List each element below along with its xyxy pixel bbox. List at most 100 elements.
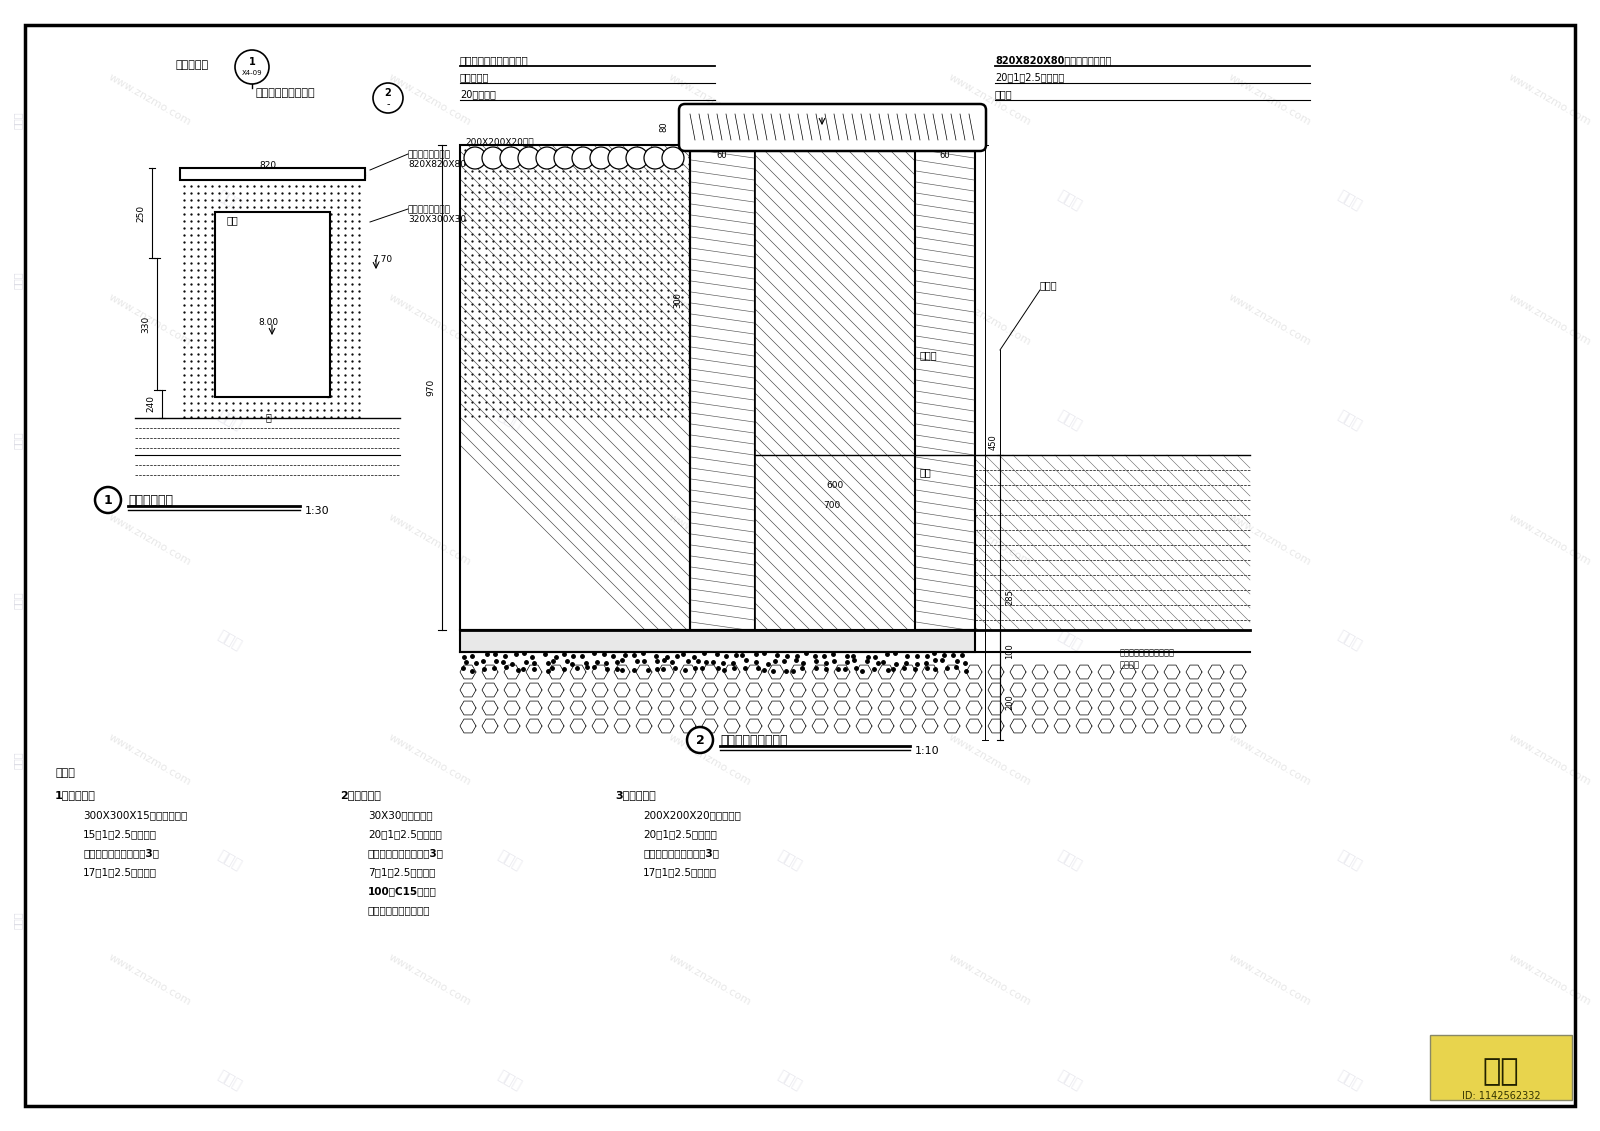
Text: 200X200X20麻石: 200X200X20麻石 [466, 137, 534, 146]
Circle shape [662, 147, 685, 169]
Text: 花池剖面图: 花池剖面图 [174, 60, 208, 70]
Text: 8.00: 8.00 [258, 318, 278, 327]
Text: 2、做法三：: 2、做法三： [339, 789, 381, 800]
Text: www.znzmo.com: www.znzmo.com [1507, 732, 1594, 787]
Text: 说明：: 说明： [54, 768, 75, 778]
Text: 20厚排水板: 20厚排水板 [461, 89, 496, 100]
Text: 知末网: 知末网 [776, 628, 805, 653]
Text: www.znzmo.com: www.znzmo.com [1227, 952, 1314, 1008]
Bar [461, 630, 974, 651]
Text: 知末网: 知末网 [216, 188, 245, 213]
Circle shape [686, 727, 714, 753]
Text: 20厚1：2.5水泥砂浆: 20厚1：2.5水泥砂浆 [368, 829, 442, 839]
Text: 绿化: 绿化 [226, 215, 238, 225]
Circle shape [643, 147, 666, 169]
Text: 300: 300 [674, 292, 682, 308]
Text: 240: 240 [146, 396, 155, 413]
Circle shape [554, 147, 576, 169]
Text: 20厚1：2.5水泥砂浆: 20厚1：2.5水泥砂浆 [643, 829, 717, 839]
Text: www.znzmo.com: www.znzmo.com [947, 732, 1034, 787]
Text: www.znzmo.com: www.znzmo.com [667, 952, 754, 1008]
Text: 知末网: 知末网 [776, 847, 805, 872]
Text: 知末网: 知末网 [776, 188, 805, 213]
Text: 80: 80 [659, 122, 669, 132]
Circle shape [94, 487, 122, 513]
Text: www.znzmo.com: www.znzmo.com [387, 512, 474, 568]
Text: 970: 970 [426, 379, 435, 396]
Text: 结构板面: 结构板面 [1120, 661, 1139, 670]
Text: 20厚1：2.5水泥砂浆: 20厚1：2.5水泥砂浆 [995, 72, 1064, 83]
Text: www.znzmo.com: www.znzmo.com [947, 292, 1034, 347]
Text: 知末网: 知末网 [13, 912, 22, 929]
Text: 做法三: 做法三 [1040, 280, 1058, 290]
Circle shape [573, 147, 594, 169]
Text: www.znzmo.com: www.znzmo.com [107, 732, 194, 787]
Text: X4-09: X4-09 [242, 70, 262, 76]
Text: 320X300X30: 320X300X30 [408, 215, 466, 224]
Text: 知末网: 知末网 [1056, 1068, 1085, 1093]
Text: 喷水天鹅基座剖面图: 喷水天鹅基座剖面图 [720, 734, 787, 746]
Text: 330: 330 [141, 316, 150, 333]
Circle shape [518, 147, 541, 169]
Text: 知末网: 知末网 [1336, 188, 1365, 213]
Text: 820X820X80: 820X820X80 [408, 159, 466, 169]
Text: www.znzmo.com: www.znzmo.com [667, 72, 754, 128]
Text: 做法四: 做法四 [920, 349, 938, 360]
Text: www.znzmo.com: www.znzmo.com [1227, 292, 1314, 347]
Text: 知末网: 知末网 [776, 407, 805, 432]
Text: 知末网: 知末网 [216, 1068, 245, 1093]
Text: 17厚1：2.5水泥砂浆: 17厚1：2.5水泥砂浆 [643, 867, 717, 877]
Text: www.znzmo.com: www.znzmo.com [1507, 952, 1594, 1008]
Text: -: - [386, 100, 390, 109]
Text: 知末网: 知末网 [13, 751, 22, 769]
Text: www.znzmo.com: www.znzmo.com [1507, 512, 1594, 568]
Text: 60: 60 [939, 152, 950, 159]
Text: 1:30: 1:30 [306, 506, 330, 516]
Text: 砖砌体: 砖砌体 [995, 89, 1013, 100]
Circle shape [536, 147, 558, 169]
Text: 喷水天鹅基座剖面图: 喷水天鹅基座剖面图 [254, 88, 315, 98]
Text: 250: 250 [136, 205, 146, 222]
Text: 15厚1：2.5水泥砂浆: 15厚1：2.5水泥砂浆 [83, 829, 157, 839]
Text: 花灌木层详景绿化种植图: 花灌木层详景绿化种植图 [461, 55, 528, 64]
Text: 知末网: 知末网 [216, 628, 245, 653]
Text: www.znzmo.com: www.znzmo.com [107, 952, 194, 1008]
Text: 200: 200 [1005, 694, 1014, 710]
Text: 60: 60 [717, 152, 728, 159]
Text: 知末网: 知末网 [13, 431, 22, 449]
Text: 知末网: 知末网 [1056, 847, 1085, 872]
Text: 1: 1 [104, 493, 112, 507]
Text: 2: 2 [696, 734, 704, 746]
Text: 450: 450 [989, 434, 998, 450]
Text: 3、做法四：: 3、做法四： [614, 789, 656, 800]
Text: 1、做法一：: 1、做法一： [54, 789, 96, 800]
Text: www.znzmo.com: www.znzmo.com [667, 512, 754, 568]
Text: 聚氨脂防水涂料刷两遍3厚: 聚氨脂防水涂料刷两遍3厚 [83, 848, 158, 858]
Text: 600: 600 [826, 481, 843, 490]
Text: 知末网: 知末网 [1336, 1068, 1365, 1093]
Circle shape [482, 147, 504, 169]
Bar [461, 145, 690, 630]
Text: 黄绣石基枝面压顶: 黄绣石基枝面压顶 [408, 150, 451, 159]
Text: 轻质种植土: 轻质种植土 [461, 72, 490, 83]
Circle shape [464, 147, 486, 169]
Text: www.znzmo.com: www.znzmo.com [1227, 72, 1314, 128]
Bar [461, 145, 690, 630]
Bar [755, 145, 915, 630]
Text: www.znzmo.com: www.znzmo.com [1227, 732, 1314, 787]
Circle shape [608, 147, 630, 169]
Text: 知末网: 知末网 [776, 1068, 805, 1093]
Text: 知末网: 知末网 [1056, 188, 1085, 213]
Text: 黄绣石基枝面压顶: 黄绣石基枝面压顶 [408, 205, 451, 214]
Text: 知末网: 知末网 [1336, 407, 1365, 432]
Text: www.znzmo.com: www.znzmo.com [947, 512, 1034, 568]
FancyBboxPatch shape [678, 104, 986, 152]
Text: 知末: 知末 [1483, 1057, 1520, 1087]
Text: 知末网: 知末网 [13, 271, 22, 288]
Text: 防水层热熔做法见做视图: 防水层热熔做法见做视图 [1120, 648, 1174, 657]
Text: 聚氨脂防水涂料刷两遍3厚: 聚氨脂防水涂料刷两遍3厚 [643, 848, 718, 858]
Text: 820X820X80基枝面黄绣石压顶: 820X820X80基枝面黄绣石压顶 [995, 55, 1112, 64]
Circle shape [626, 147, 648, 169]
Text: www.znzmo.com: www.znzmo.com [387, 72, 474, 128]
Text: 100厚C15混凝土: 100厚C15混凝土 [368, 886, 437, 896]
